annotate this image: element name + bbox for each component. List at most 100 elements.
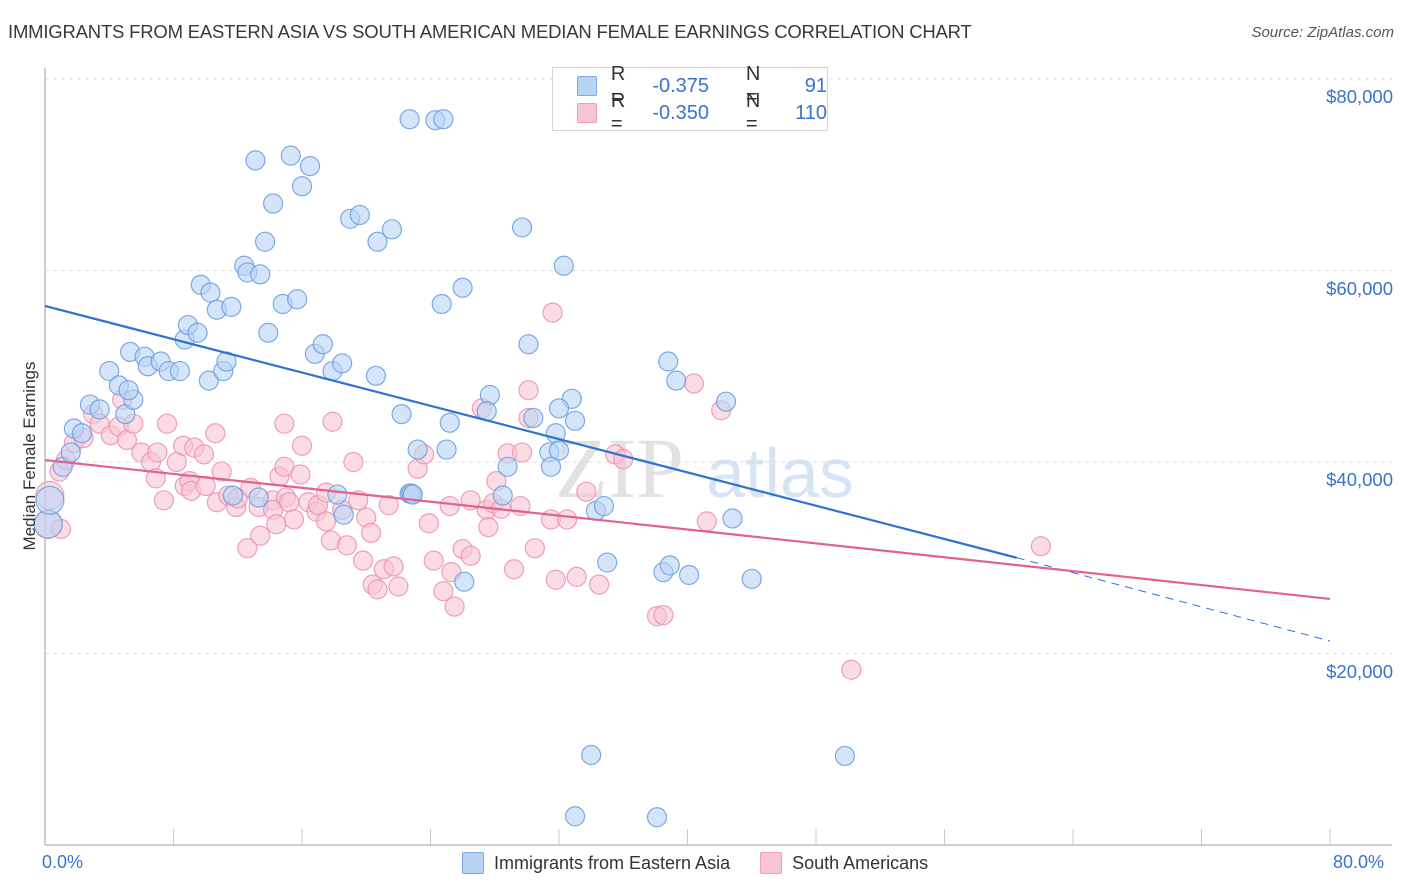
eastern-asia-point [597,552,618,573]
south-americans-point [378,494,399,516]
south-americans-swatch [760,852,783,874]
eastern-asia-point [658,351,679,372]
x-tick-label-max: 80.0% [1333,852,1385,872]
south-americans-point [518,380,539,401]
eastern-asia-point [89,399,110,420]
south-americans-point [237,538,258,559]
eastern-asia-point [399,109,420,130]
south-americans-point [153,490,174,511]
eastern-asia-point [548,440,570,461]
south-americans-swatch [577,103,597,123]
south-americans-point [274,413,295,434]
eastern-asia-point [436,439,457,460]
r-value: -0.375 [652,74,710,97]
r-label: R = [610,90,626,135]
eastern-asia-point [250,264,271,285]
stats-legend-row-south-americans: R = -0.350 N = 110 [577,90,827,135]
south-americans-point [439,495,460,517]
south-americans-point [418,513,439,534]
eastern-asia-point [287,289,308,310]
legend-item-eastern-asia[interactable]: Immigrants from Eastern Asia [462,852,730,874]
eastern-asia-point [262,193,284,214]
south-americans-point [589,574,610,595]
stats-legend: R = -0.375 N = 91 R = -0.350 N = 110 [552,63,828,135]
eastern-asia-point [564,806,586,827]
legend-label: Immigrants from Eastern Asia [494,852,731,873]
eastern-asia-point [349,204,370,226]
south-americans-point [542,302,563,323]
axes [44,68,1392,846]
south-americans-point [205,423,226,444]
south-americans-point [433,581,454,602]
eastern-asia-point [452,277,473,298]
eastern-asia-point [280,145,301,166]
eastern-asia-point [99,360,120,382]
south-americans-point [367,579,388,600]
eastern-asia-trend-extension [1016,557,1331,642]
south-americans-point [283,509,305,530]
eastern-asia-point [431,293,452,315]
stats-legend-row-eastern-asia: R = -0.375 N = 91 [577,63,827,108]
eastern-asia-point [518,334,539,355]
eastern-asia-point [439,412,460,433]
eastern-asia-point [332,353,353,374]
south-americans-point [576,481,597,502]
eastern-asia-point [333,504,354,525]
eastern-asia-point [254,231,276,252]
eastern-asia-point [722,508,743,529]
n-value: 91 [804,74,827,97]
south-americans-point [460,545,481,566]
eastern-asia-point [479,384,501,406]
n-label: N = [745,63,761,108]
south-americans-point [348,490,369,511]
eastern-asia-point [548,398,570,419]
south-americans-point [478,517,499,538]
eastern-asia-point [258,322,279,343]
legend-label: South Americans [792,852,929,873]
legend-item-south-americans[interactable]: South Americans [760,852,928,874]
r-label: R = [610,63,626,108]
eastern-asia-point [834,745,856,767]
eastern-asia-point [564,410,586,431]
eastern-asia-point [679,564,700,586]
eastern-asia-point [381,219,403,240]
south-americans-point [556,509,578,530]
eastern-asia-point [200,282,221,303]
eastern-asia-point [312,334,333,355]
south-americans-point [352,550,374,571]
eastern-asia-point [187,322,208,343]
south-americans-point [841,659,862,680]
eastern-asia-point [222,485,244,506]
south-americans-point [388,576,409,597]
eastern-asia-point [433,109,454,130]
eastern-asia-point [715,391,737,412]
watermark-atlas: atlas [706,434,854,512]
eastern-asia-point [497,456,518,477]
eastern-asia-swatch [462,852,484,874]
south-americans-point [291,435,313,456]
eastern-asia-point [221,296,242,317]
y-tick-label: $60,000 [1326,277,1393,299]
south-americans-point [336,535,358,556]
n-label: N = [745,90,761,135]
south-americans-point [383,556,404,577]
south-americans-point [147,442,168,463]
eastern-asia-point [666,370,687,391]
source-label: Source: ZipAtlas.com [1251,24,1394,41]
south-americans-point [566,566,587,588]
eastern-asia-point [198,370,219,391]
eastern-asia-point [327,484,348,505]
eastern-asia-point [741,568,762,589]
eastern-asia-point [454,571,475,592]
south-americans-point [683,373,705,394]
eastern-asia-point [367,231,388,252]
south-americans-point [290,464,311,485]
eastern-asia-point [523,407,544,429]
eastern-asia-point [492,485,513,506]
south-americans-point [211,461,232,482]
eastern-asia-point [553,255,574,276]
south-americans-point [503,559,525,580]
eastern-asia-point [365,365,386,386]
south-americans-point [511,442,533,463]
